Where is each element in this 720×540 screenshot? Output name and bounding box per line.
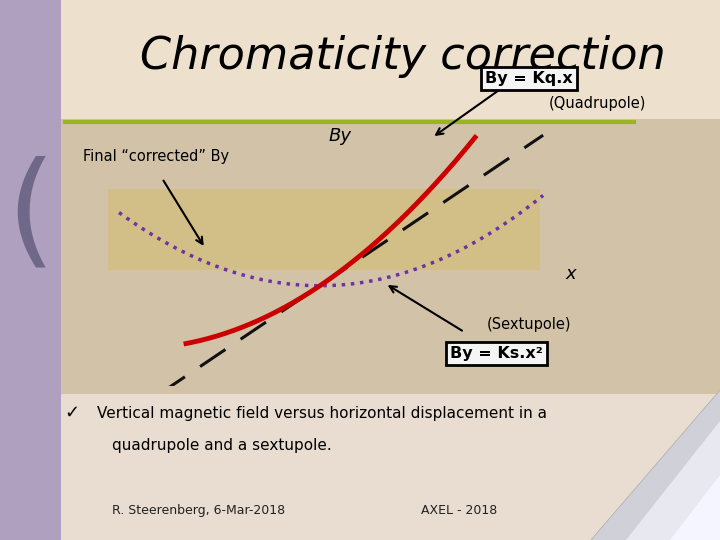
- Bar: [61, 0, 720, 119]
- Polygon shape: [590, 389, 720, 540]
- Text: x: x: [565, 265, 576, 283]
- Bar: [108, 189, 540, 270]
- Bar: [0, 0, 61, 540]
- Text: AXEL - 2018: AXEL - 2018: [421, 504, 498, 517]
- Polygon shape: [626, 421, 720, 540]
- Text: By = Kq.x: By = Kq.x: [485, 71, 573, 86]
- Text: Chromaticity correction: Chromaticity correction: [140, 35, 666, 78]
- Text: By: By: [329, 127, 352, 145]
- Polygon shape: [670, 475, 720, 540]
- Bar: [61, 394, 720, 540]
- Text: ✓: ✓: [64, 404, 80, 422]
- Text: R. Steerenberg, 6-Mar-2018: R. Steerenberg, 6-Mar-2018: [112, 504, 284, 517]
- Bar: [61, 108, 720, 405]
- Text: (Sextupole): (Sextupole): [487, 316, 572, 332]
- Text: (: (: [6, 156, 55, 276]
- Text: Vertical magnetic field versus horizontal displacement in a: Vertical magnetic field versus horizonta…: [97, 406, 547, 421]
- Text: Final “corrected” By: Final “corrected” By: [83, 149, 229, 164]
- Text: (Quadrupole): (Quadrupole): [549, 96, 647, 111]
- Text: By = Ks.x²: By = Ks.x²: [451, 346, 543, 361]
- Text: quadrupole and a sextupole.: quadrupole and a sextupole.: [112, 438, 331, 453]
